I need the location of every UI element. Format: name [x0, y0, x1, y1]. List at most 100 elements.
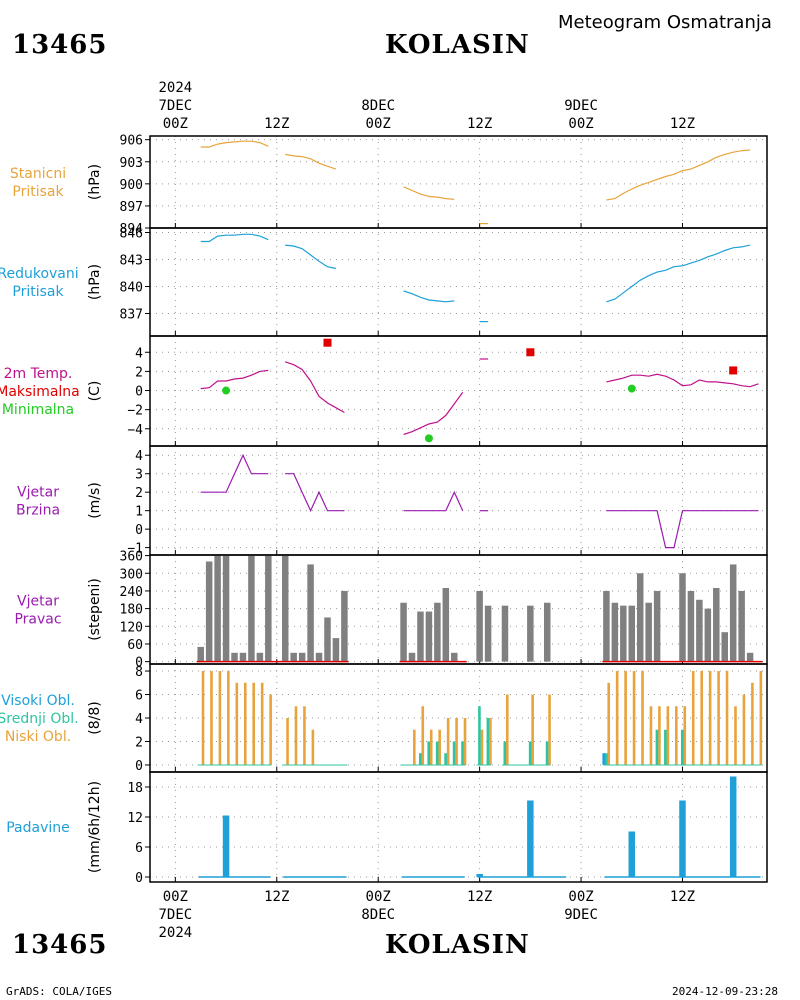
data-line-segment [285, 153, 337, 170]
y-axis-unit-label: (mm/6h/12h) [87, 781, 103, 873]
wind-direction-bar [222, 555, 230, 662]
y-tick-label: 6 [135, 689, 143, 704]
y-tick-label: 240 [120, 585, 143, 600]
wind-direction-bar [738, 590, 745, 662]
wind-direction-bar [307, 564, 314, 662]
panel-label: Vjetar [17, 485, 59, 501]
min-temp-marker [222, 386, 231, 395]
x-date-label-top: 9DEC [564, 98, 598, 114]
wind-direction-bar [636, 573, 644, 662]
data-line-segment [606, 244, 751, 303]
low-cloud-bar [759, 671, 763, 765]
low-cloud-bar [218, 671, 222, 765]
y-axis-unit-label: (stepeni) [87, 578, 103, 641]
precip-bar [527, 800, 534, 877]
panel-label: Padavine [6, 820, 70, 836]
y-tick-label: −2 [127, 404, 143, 419]
min-temp-marker [424, 434, 433, 443]
wind-direction-bar [197, 646, 204, 662]
wind-direction-bar [298, 652, 306, 662]
y-tick-label: 18 [127, 781, 143, 796]
low-cloud-bar [632, 671, 636, 765]
x-tick-label-top: 00Z [163, 116, 188, 132]
mid-cloud-bar [604, 753, 608, 765]
wind-direction-bar [527, 605, 534, 662]
y-tick-label: 840 [120, 281, 143, 296]
y-tick-label: 0 [135, 385, 143, 400]
precip-bar [476, 874, 483, 877]
low-cloud-bar [734, 706, 737, 765]
low-cloud-bar [531, 694, 534, 765]
data-line-segment [200, 233, 269, 243]
wind-direction-bar [721, 632, 728, 662]
x-tick-label-top: 00Z [366, 116, 391, 132]
mid-cloud-bar [444, 753, 447, 765]
low-cloud-bar [421, 706, 425, 765]
x-tick-label-bottom: 00Z [163, 889, 188, 905]
panel-label: Stanicni [10, 166, 66, 182]
wind-direction-bar [231, 652, 238, 662]
y-tick-label: 846 [120, 227, 143, 242]
wind-direction-bar [484, 605, 492, 662]
panel-label: Srednji Obl. [0, 711, 79, 727]
wind-direction-bar [315, 652, 323, 662]
station-id-bottom: 13465 [12, 930, 108, 960]
low-cloud-bar [294, 706, 298, 765]
y-tick-label: 2 [135, 365, 143, 380]
wind-direction-bar [679, 573, 686, 662]
y-axis-unit-label: (C) [87, 381, 103, 402]
mid-cloud-bar [680, 729, 684, 765]
y-tick-label: 903 [120, 156, 143, 171]
wind-direction-bar [746, 652, 754, 662]
data-line-segment [606, 373, 759, 388]
precip-bar [222, 815, 230, 877]
station-id-top: 13465 [12, 30, 108, 60]
panel-frame [149, 227, 768, 337]
y-tick-label: 360 [120, 550, 143, 565]
data-line-segment [403, 186, 455, 200]
y-tick-label: 300 [120, 567, 143, 582]
wind-direction-bar [442, 587, 450, 662]
y-tick-label: 120 [120, 620, 143, 635]
low-cloud-bar [269, 694, 272, 765]
wind-direction-bar [687, 590, 695, 662]
panel-label: Minimalna [2, 402, 74, 418]
mid-cloud-bar [486, 718, 490, 765]
wind-direction-bar [214, 555, 221, 662]
low-cloud-bar [725, 671, 729, 765]
data-line-segment [403, 290, 455, 303]
max-temp-marker [323, 338, 332, 347]
low-cloud-bar [708, 671, 712, 765]
low-cloud-bar [438, 729, 441, 765]
y-tick-label: 4 [135, 449, 143, 464]
chart-subtitle: Meteogram Osmatranja [558, 12, 772, 33]
data-line-segment [200, 140, 269, 148]
wind-direction-bar [434, 602, 441, 662]
wind-direction-bar [713, 587, 720, 662]
footer-timestamp: 2024-12-09-23:28 [672, 985, 778, 998]
y-axis-unit-label: (hPa) [87, 264, 103, 300]
low-cloud-bar [666, 706, 670, 765]
low-cloud-bar [717, 671, 720, 765]
data-line-segment [200, 369, 269, 390]
high-cloud-bar [602, 753, 606, 765]
data-line-segment [285, 473, 345, 513]
y-tick-label: 3 [135, 468, 143, 483]
mid-cloud-bar [503, 741, 507, 765]
panel-frame [149, 771, 768, 883]
max-temp-marker [526, 348, 535, 357]
wind-direction-bar [265, 555, 272, 662]
panel-label: Pravac [14, 612, 61, 628]
wind-direction-bar [543, 602, 551, 662]
low-cloud-bar [311, 729, 315, 765]
data-line-segment [200, 453, 269, 493]
wind-direction-bar [417, 611, 424, 662]
y-axis-unit-label: (hPa) [87, 164, 103, 200]
y-tick-label: 8 [135, 665, 143, 680]
panel-label: Visoki Obl. [1, 693, 75, 709]
low-cloud-bar [700, 671, 703, 765]
wind-direction-bar [425, 611, 433, 662]
wind-direction-bar [239, 652, 247, 662]
y-tick-label: 2 [135, 735, 143, 750]
